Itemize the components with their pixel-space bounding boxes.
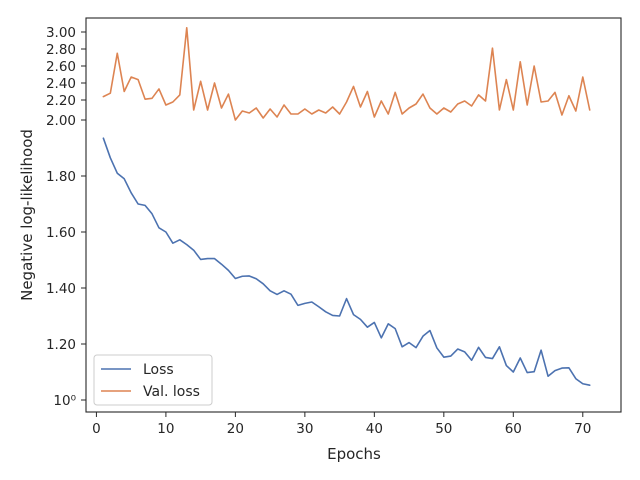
legend-box xyxy=(93,354,213,406)
y-tick-label-7: 2.40 xyxy=(46,76,76,92)
legend-label-val-loss: Val. loss xyxy=(143,384,200,400)
x-axis-label: Epochs xyxy=(327,445,381,463)
plot-frame xyxy=(85,17,622,413)
series-layer xyxy=(102,26,591,386)
x-axis: 0 10 20 30 40 50 60 70 xyxy=(92,412,591,437)
y-tick-label-6: 2.20 xyxy=(46,93,76,109)
y-tick-label-10: 3.00 xyxy=(46,25,76,41)
y-tick-label-5: 2.00 xyxy=(46,113,76,129)
y-tick-label-8: 2.60 xyxy=(46,59,76,75)
y-axis-label: Negative log-likelihood xyxy=(18,129,36,301)
x-tick-label-5: 50 xyxy=(435,421,452,437)
x-tick-label-3: 30 xyxy=(296,421,313,437)
y-tick-label-1: 1.20 xyxy=(46,337,76,353)
x-tick-label-0: 0 xyxy=(92,421,101,437)
y-tick-label-2: 1.40 xyxy=(46,281,76,297)
y-tick-label-0: 10⁰ xyxy=(53,393,76,409)
y-tick-label-9: 2.80 xyxy=(46,42,76,58)
series-line-val-loss xyxy=(102,26,591,121)
x-tick-label-1: 10 xyxy=(157,421,174,437)
x-tick-label-6: 60 xyxy=(505,421,522,437)
y-tick-label-4: 1.80 xyxy=(46,169,76,185)
x-tick-label-4: 40 xyxy=(366,421,383,437)
legend-label-loss: Loss xyxy=(143,362,174,378)
x-tick-label-7: 70 xyxy=(574,421,591,437)
series-line-loss xyxy=(102,137,591,386)
legend: Loss Val. loss xyxy=(93,354,213,406)
y-tick-label-3: 1.60 xyxy=(46,225,76,241)
x-tick-label-2: 20 xyxy=(227,421,244,437)
y-axis: 10⁰ 1.20 1.40 1.60 1.80 2.00 2.202.402.602.803… xyxy=(46,25,86,409)
